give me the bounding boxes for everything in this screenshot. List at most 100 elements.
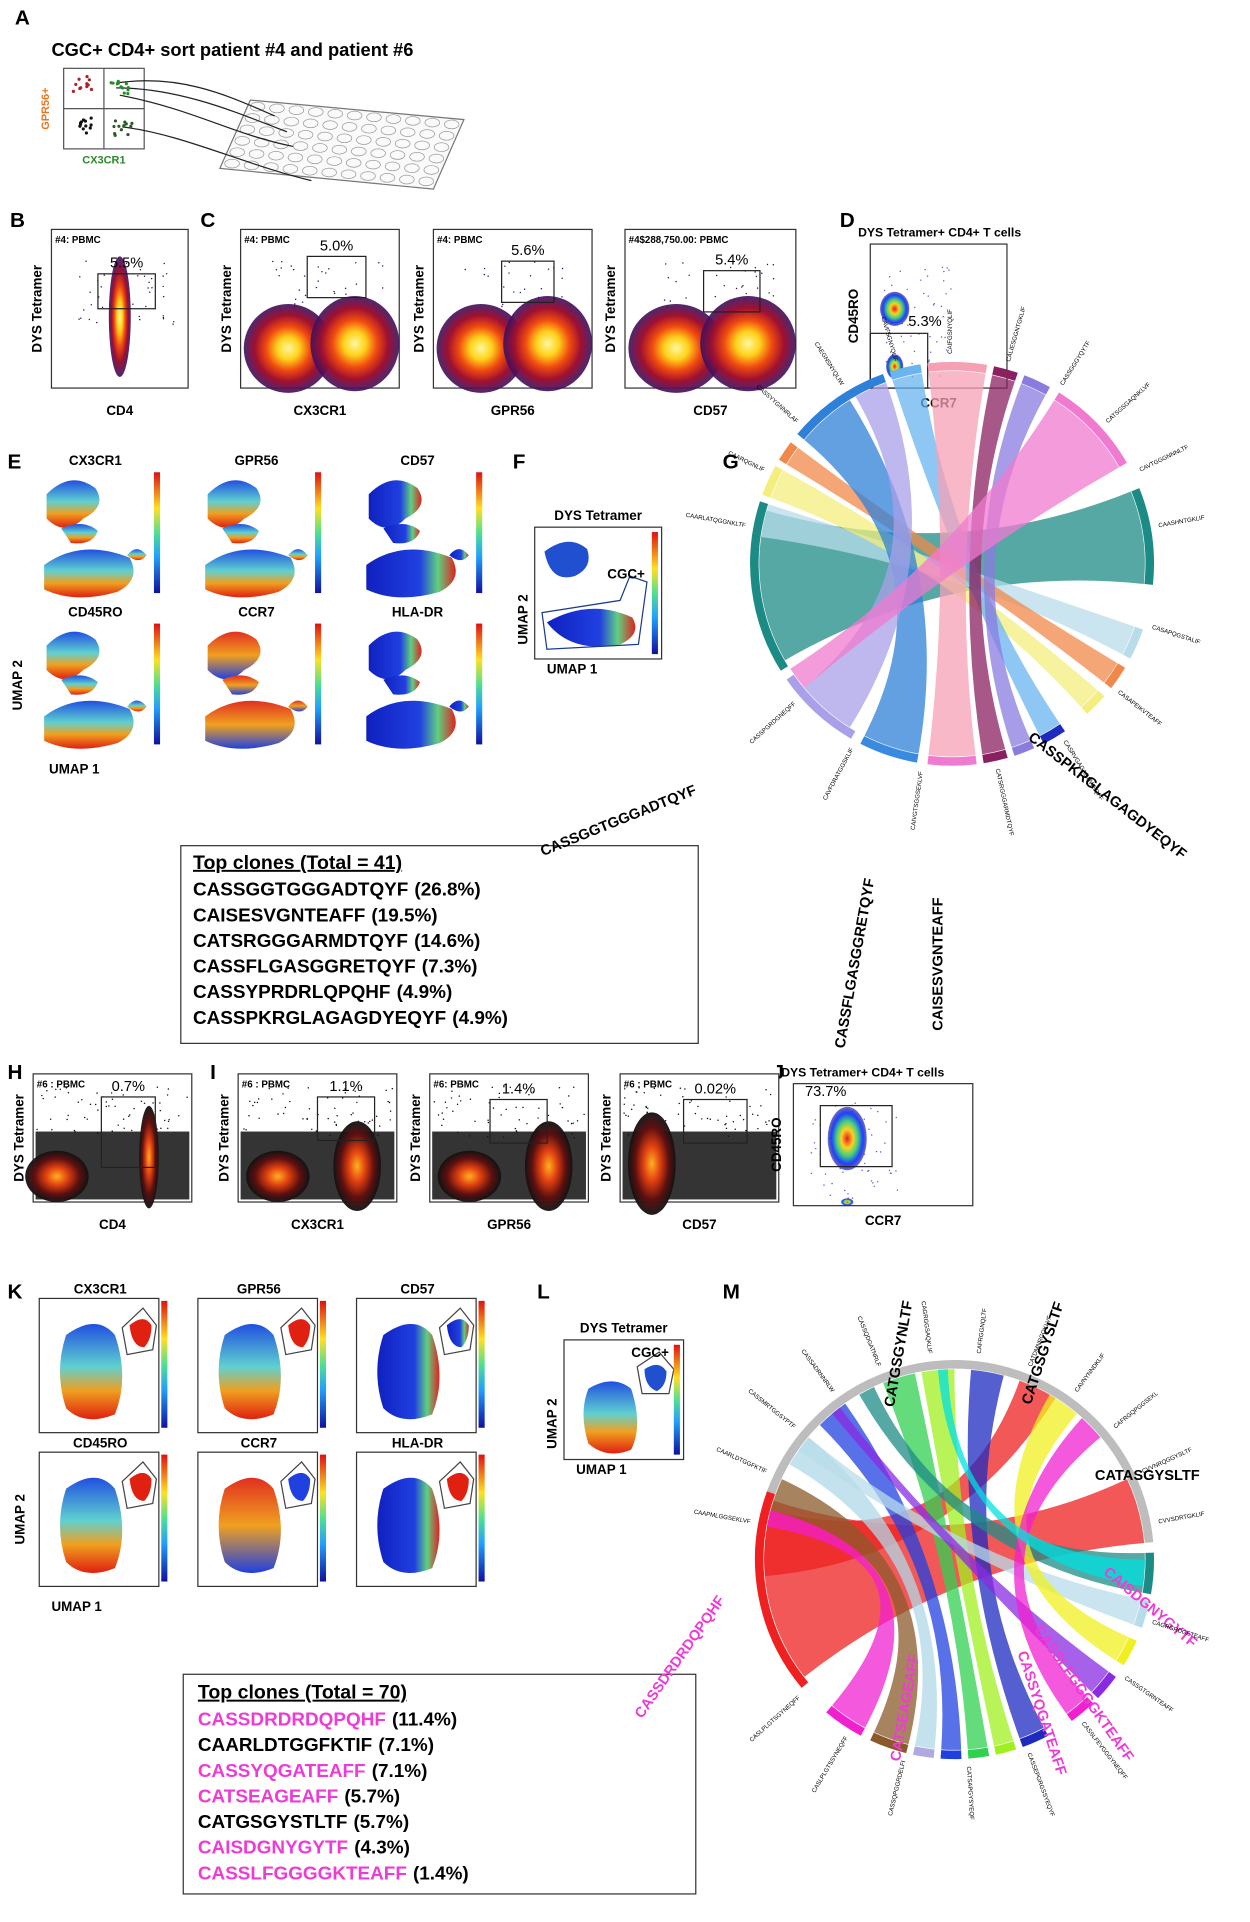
event-dot xyxy=(561,1106,564,1109)
x-axis-label: CD57 xyxy=(693,403,727,418)
event-dot xyxy=(810,1172,813,1175)
clone-share: (4.9%) xyxy=(397,982,453,1003)
event-dot xyxy=(573,1137,575,1139)
event-dot xyxy=(360,1086,363,1088)
clone-label-small: CATSAPGYSYEQF xyxy=(965,1766,975,1820)
event-dot xyxy=(186,1096,188,1098)
panel-letter: L xyxy=(537,1280,550,1303)
event-dot xyxy=(162,275,164,277)
chord-segment xyxy=(1104,663,1126,689)
x-axis-label: UMAP 1 xyxy=(51,1599,102,1614)
cell-dot xyxy=(122,123,126,128)
event-dot xyxy=(701,1118,703,1120)
clone-share: (4.9%) xyxy=(452,1008,508,1029)
sample-label: #6 : PBMC xyxy=(242,1079,290,1090)
event-dot xyxy=(327,1117,329,1120)
color-bar xyxy=(319,1300,327,1428)
event-dot xyxy=(290,265,292,267)
well xyxy=(331,144,348,155)
gate xyxy=(702,270,761,313)
chord-ribbon xyxy=(790,400,1120,688)
event-dot xyxy=(86,1118,88,1120)
density-blob xyxy=(25,1150,89,1203)
cell-dot xyxy=(79,86,83,90)
event-dot xyxy=(446,1107,448,1109)
event-dot xyxy=(624,1088,626,1090)
event-dot xyxy=(503,286,505,288)
event-dot xyxy=(769,1093,772,1096)
cell-dot xyxy=(113,133,117,137)
umap-cluster xyxy=(44,700,134,749)
cell-dot xyxy=(126,86,130,90)
event-dot xyxy=(381,265,384,267)
well xyxy=(317,131,333,142)
event-dot xyxy=(335,1124,338,1127)
sample-label: #6 : PBMC xyxy=(37,1079,85,1090)
event-dot xyxy=(317,266,319,268)
well xyxy=(409,152,425,162)
event-dot xyxy=(167,1127,169,1130)
event-dot xyxy=(311,1128,313,1131)
event-dot xyxy=(646,1111,648,1113)
event-dot xyxy=(111,1098,114,1100)
event-dot xyxy=(54,1096,56,1098)
event-dot xyxy=(928,360,930,363)
event-dot xyxy=(389,1119,391,1121)
chord-segment xyxy=(1116,1637,1137,1666)
sort-quadrants xyxy=(63,67,145,150)
event-dot xyxy=(523,288,526,290)
density-blob xyxy=(310,296,400,392)
well xyxy=(428,153,445,164)
cell-dot xyxy=(81,127,85,131)
well xyxy=(360,171,376,181)
y-axis-label: CD45RO xyxy=(769,1117,784,1171)
event-dot xyxy=(885,1121,887,1123)
event-dot xyxy=(675,280,677,283)
clone-share: (7.1%) xyxy=(372,1761,428,1782)
panel-letter: G xyxy=(723,451,739,474)
well xyxy=(308,107,324,117)
event-dot xyxy=(280,267,282,269)
well xyxy=(321,167,337,178)
event-dot xyxy=(870,1134,873,1136)
gate-percent: 5.4% xyxy=(715,253,748,269)
event-dot xyxy=(74,1131,76,1133)
event-dot xyxy=(751,1113,754,1115)
event-dot xyxy=(896,1189,899,1191)
well xyxy=(340,169,357,180)
umap-gate xyxy=(438,1307,475,1356)
well xyxy=(346,110,363,121)
event-dot xyxy=(689,1101,691,1104)
event-dot xyxy=(940,305,943,308)
cell-dot xyxy=(119,128,123,132)
chord-ribbon xyxy=(804,382,912,728)
x-axis-label: UMAP 1 xyxy=(576,1462,627,1477)
event-dot xyxy=(388,1101,391,1104)
clone-sequence: CATSRGGGARMDTQYF xyxy=(193,931,408,952)
event-dot xyxy=(78,318,80,320)
event-dot xyxy=(812,1123,814,1125)
clone-label-small: CVVSDRTGKLIF xyxy=(1158,1510,1205,1525)
event-dot xyxy=(907,324,909,326)
well xyxy=(259,126,275,136)
sample-label: #6 : PBMC xyxy=(624,1079,672,1090)
event-dot xyxy=(768,1120,770,1122)
umap-cluster xyxy=(127,700,147,712)
clone-label-large: CASSGGTGGGADTQYF xyxy=(538,783,698,860)
event-dot xyxy=(128,1115,130,1118)
clone-sequence: CASSFLGASGGRETQYF xyxy=(193,957,416,978)
event-dot xyxy=(899,270,901,273)
event-dot xyxy=(742,1118,745,1121)
chord-segment xyxy=(1019,1728,1049,1748)
well xyxy=(351,146,367,157)
event-dot xyxy=(363,1120,366,1123)
chord-ribbon xyxy=(804,400,927,754)
density-blob xyxy=(524,1121,573,1211)
event-dot xyxy=(302,1118,304,1120)
clone-sequence: CATGSGYSTLTF xyxy=(198,1812,348,1833)
chord-segment xyxy=(1122,626,1144,659)
color-bar xyxy=(651,532,658,655)
event-dot xyxy=(114,1105,116,1108)
gate-percent: 5.0% xyxy=(320,238,353,254)
event-dot xyxy=(433,1101,436,1103)
